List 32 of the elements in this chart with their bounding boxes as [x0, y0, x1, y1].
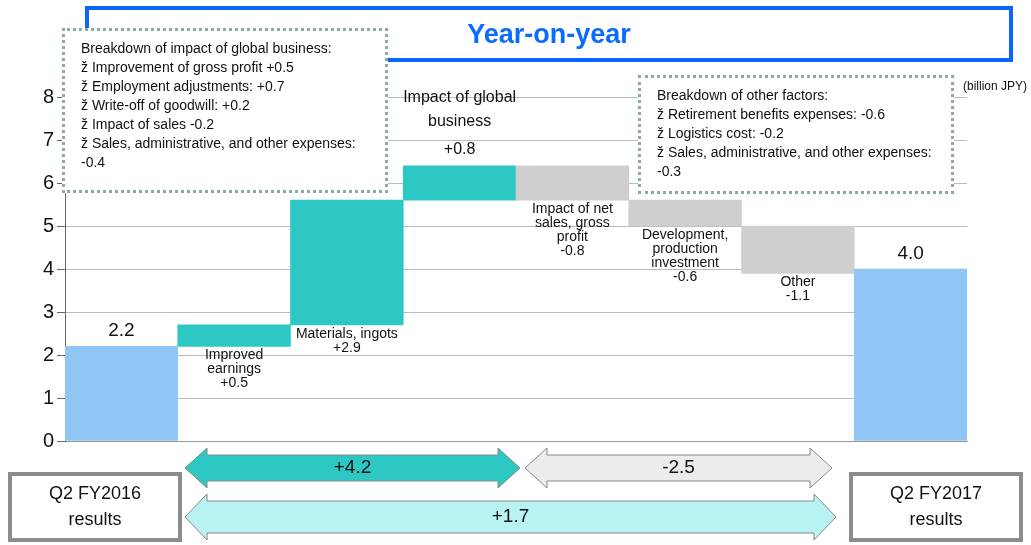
y-tick-label: 3: [42, 299, 54, 322]
x-tick-label: Improved earnings: [204, 346, 264, 377]
x-tick-label: Impact of net sales, gross profit: [531, 200, 613, 245]
callout-box: Breakdown of impact of global business: ž Improvement of gross profit +0.5 ž Employment adjustments: +0.7 ž Write-off of goodwill: +0.2 ž Impact of sales -0.2 ž Sales, administrative, and other expenses: -0.4: [62, 28, 388, 193]
data-label: -0.6: [673, 267, 698, 284]
y-tick-label: 8: [42, 84, 54, 107]
x-tick-label: Impact of global business: [403, 88, 517, 130]
data-label: -0.8: [560, 242, 585, 259]
y-tick-label: 0: [42, 428, 54, 451]
y-tick-label: 1: [42, 385, 54, 408]
y-tick-label: 7: [42, 127, 54, 150]
y-tick-label: 4: [42, 256, 54, 279]
data-label: +0.8: [443, 140, 476, 158]
y-tick-label: 5: [42, 213, 54, 236]
x-tick-label: Materials, ingots: [295, 324, 398, 341]
chart-title: Year-on-year: [467, 18, 631, 49]
text: +1.7: [490, 505, 531, 527]
y-tick-label: 6: [42, 170, 54, 193]
x-tick-label: Q2 FY2017 results: [889, 482, 983, 529]
data-label: 4.0: [897, 241, 924, 263]
x-tick-label: Other: [780, 273, 816, 290]
data-label: -1.1: [785, 287, 811, 304]
text: +4.2: [332, 456, 373, 478]
data-label: 2.2: [108, 319, 135, 341]
callout-box: Breakdown of other factors: ž Retirement benefits expenses: -0.6 ž Logistics cost: -0.2 ž Sales, administrative, and other expenses: -0.3: [638, 75, 954, 194]
bar: [853, 268, 967, 441]
bar: [65, 346, 179, 441]
x-tick-label: Q2 FY2016 results: [48, 482, 142, 529]
x-tick-label: Development, production investment: [641, 225, 729, 270]
text: -2.5: [661, 456, 696, 478]
y-tick-label: 2: [42, 342, 54, 365]
y-axis-title: (billion JPY): [962, 79, 1027, 93]
